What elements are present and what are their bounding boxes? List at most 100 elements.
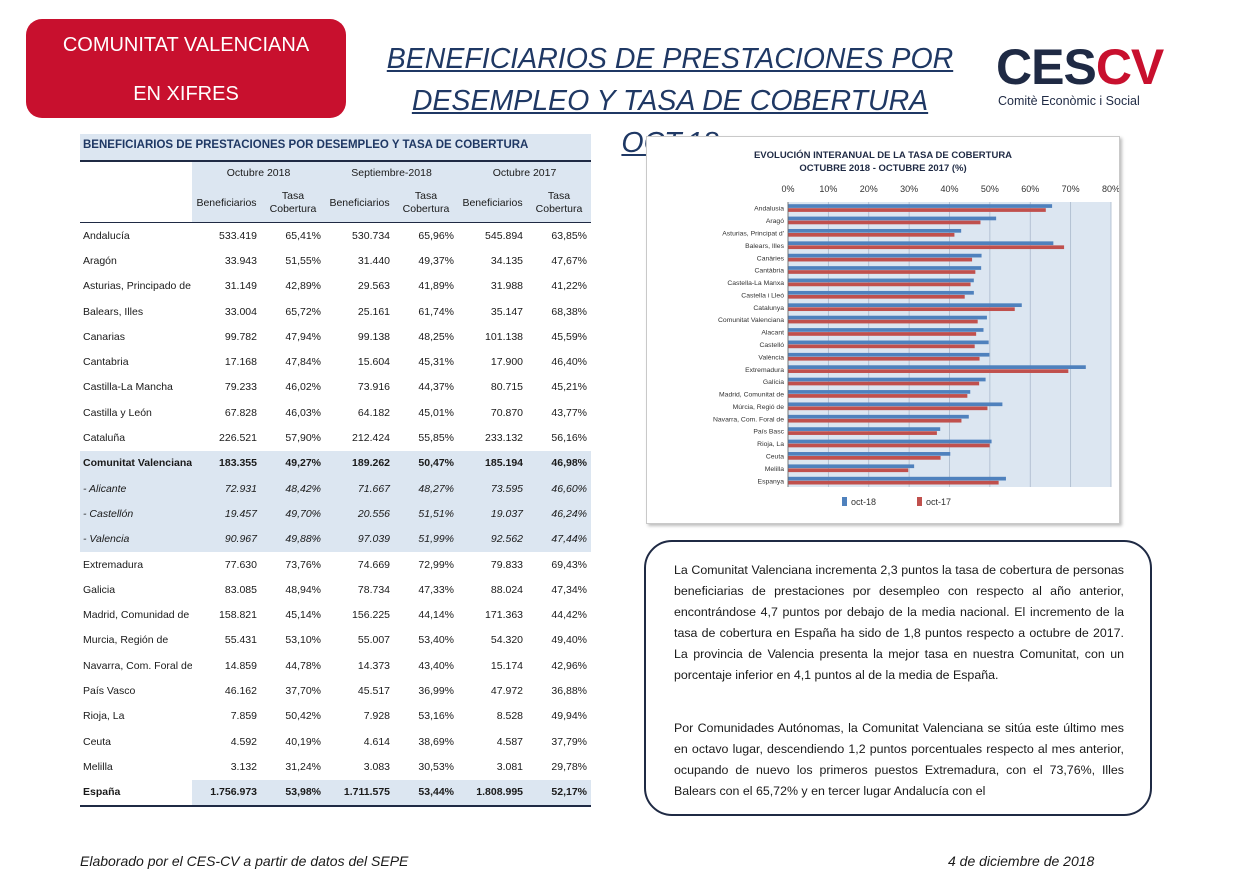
table-row: - Alicante 72.931 48,42% 71.667 48,27% 73.595… <box>80 475 592 502</box>
commentary-box: La Comunitat Valenciana incrementa 2,3 p… <box>644 540 1152 816</box>
beneficiaries-cell: 17.900 <box>490 356 524 369</box>
bar-oct-18 <box>788 352 990 357</box>
table-row: País Vasco 46.162 37,70% 45.517 36,99% 47.972… <box>80 678 591 703</box>
category-label: Aragó <box>766 218 784 225</box>
coverage-rate-cell: 46,40% <box>551 356 588 369</box>
bar-oct-17 <box>788 319 978 324</box>
beneficiaries-cell: 73.595 <box>458 475 528 502</box>
table-row: Galicia 83.085 48,94% 78.734 47,33% 88.024 47,… <box>80 577 591 602</box>
commentary-paragraph-1: La Comunitat Valenciana incrementa 2,3 p… <box>674 563 1124 682</box>
beneficiaries-cell: 99.782 <box>224 330 257 343</box>
bar-oct-17 <box>788 208 1046 212</box>
column-header: Tasa Cobertura <box>394 184 459 223</box>
column-header: Beneficiarios <box>325 184 395 223</box>
table-row: Castilla y León 67.828 46,03% 64.182 45,01% 7… <box>80 400 591 425</box>
bar-oct-18 <box>788 340 989 345</box>
region-name: Melilla <box>83 760 113 773</box>
beneficiaries-cell: 530.734 <box>352 229 391 242</box>
coverage-rate-cell: 51,99% <box>394 526 459 552</box>
category-label: Canàries <box>757 255 785 262</box>
bar-oct-18 <box>788 315 987 320</box>
bar-oct-18 <box>788 303 1022 308</box>
region-name: Galicia <box>83 583 116 596</box>
table-row: Andalucía 533.419 65,41% 530.734 65,96% 545.8… <box>80 223 591 249</box>
bar-oct-18 <box>788 278 974 283</box>
beneficiaries-cell: 3.132 <box>230 760 257 773</box>
category-label: Madrid, Comunitat de <box>719 392 784 399</box>
category-label: Rioja, La <box>757 441 784 448</box>
coverage-rate-cell: 48,42% <box>261 475 326 502</box>
region-name: Extremadura <box>83 558 144 571</box>
x-tick-label: 60% <box>1021 184 1039 194</box>
bar-oct-18 <box>788 228 962 233</box>
beneficiaries-cell: 7.928 <box>363 710 391 723</box>
coverage-rate-cell: 51,51% <box>394 501 459 527</box>
table-row: Asturias, Principado de 31.149 42,89% 29.56… <box>80 274 591 299</box>
category-label: Cantàbria <box>755 268 785 275</box>
coverage-rate-cell: 36,99% <box>418 684 455 697</box>
category-label: País Basc <box>753 429 784 436</box>
beneficiaries-cell: 67.828 <box>224 406 257 419</box>
beneficiaries-cell: 29.563 <box>357 280 391 293</box>
bar-oct-18 <box>788 241 1054 246</box>
bar-oct-18 <box>788 328 984 332</box>
bar-oct-17 <box>788 443 990 448</box>
region-name: Madrid, Comunidad de <box>83 609 190 622</box>
beneficiaries-cell: 1.756.973 <box>192 779 261 807</box>
region-name: Asturias, Principado de <box>83 280 191 293</box>
region-name: Castilla y León <box>83 406 152 419</box>
beneficiaries-cell: 101.138 <box>485 330 524 343</box>
column-header: Tasa Cobertura <box>527 184 592 223</box>
x-tick-label: 70% <box>1062 184 1080 194</box>
beneficiaries-cell: 4.614 <box>363 735 391 748</box>
region-name: Comunitat Valenciana <box>80 450 192 476</box>
beneficiaries-cell: 33.004 <box>224 305 257 318</box>
bar-oct-17 <box>788 344 975 349</box>
beneficiaries-cell: 158.821 <box>219 609 257 622</box>
coverage-rate-cell: 45,31% <box>418 356 455 369</box>
bar-oct-18 <box>788 390 971 394</box>
table-title: BENEFICIARIOS DE PRESTACIONES POR DESEMP… <box>80 134 591 160</box>
region-name: Murcia, Región de <box>83 634 169 647</box>
bar-oct-17 <box>788 456 941 460</box>
coverage-chart: EVOLUCIÓN INTERANUAL DE LA TASA DE COBER… <box>646 136 1120 524</box>
category-label: Andalusia <box>754 206 784 213</box>
table-row: Canarias 99.782 47,94% 99.138 48,25% 101.138 4… <box>80 324 591 349</box>
region-name: - Valencia <box>80 526 192 552</box>
coverage-rate-cell: 46,02% <box>285 381 322 394</box>
table-row: Melilla 3.132 31,24% 3.083 30,53% 3.081 29,78% <box>80 754 591 779</box>
coverage-rate-cell: 49,37% <box>418 254 455 267</box>
coverage-rate-cell: 50,47% <box>394 450 459 476</box>
beneficiaries-cell: 83.085 <box>224 583 257 596</box>
x-tick-label: 50% <box>981 184 999 194</box>
coverage-rate-cell: 44,78% <box>285 659 322 672</box>
beneficiaries-cell: 233.132 <box>485 432 524 445</box>
coverage-rate-cell: 49,40% <box>551 634 588 647</box>
category-label: Balears, Illes <box>745 243 785 250</box>
publication-date: 4 de diciembre de 2018 <box>948 853 1095 869</box>
beneficiaries-cell: 80.715 <box>490 381 524 394</box>
coverage-rate-cell: 57,90% <box>285 432 322 445</box>
category-label: Castella-La Manxa <box>727 280 784 287</box>
coverage-rate-cell: 53,10% <box>285 634 322 647</box>
bar-oct-17 <box>788 418 962 423</box>
beneficiaries-cell: 189.262 <box>325 450 395 476</box>
badge-line-1: COMUNITAT VALENCIANA <box>62 34 310 56</box>
region-badge: COMUNITAT VALENCIANA EN XIFRES <box>26 19 346 118</box>
coverage-rate-cell: 38,69% <box>418 735 455 748</box>
beneficiaries-cell: 45.517 <box>357 684 391 697</box>
coverage-rate-cell: 53,44% <box>394 779 459 807</box>
coverage-rate-cell: 56,16% <box>551 432 588 445</box>
column-header: Beneficiarios <box>192 184 261 223</box>
category-label: Catalunya <box>753 305 784 312</box>
beneficiaries-cell: 55.007 <box>357 634 391 647</box>
coverage-rate-cell: 45,14% <box>285 609 322 622</box>
bar-oct-17 <box>788 468 909 473</box>
table-row: Comunitat Valenciana 183.355 49,27% 189.262… <box>80 450 592 476</box>
bar-oct-18 <box>788 253 982 258</box>
beneficiaries-cell: 73.916 <box>357 381 391 394</box>
coverage-rate-cell: 46,98% <box>527 450 592 476</box>
coverage-rate-cell: 49,27% <box>261 450 326 476</box>
bar-oct-18 <box>788 402 1003 407</box>
beneficiaries-cell: 31.149 <box>224 280 257 293</box>
